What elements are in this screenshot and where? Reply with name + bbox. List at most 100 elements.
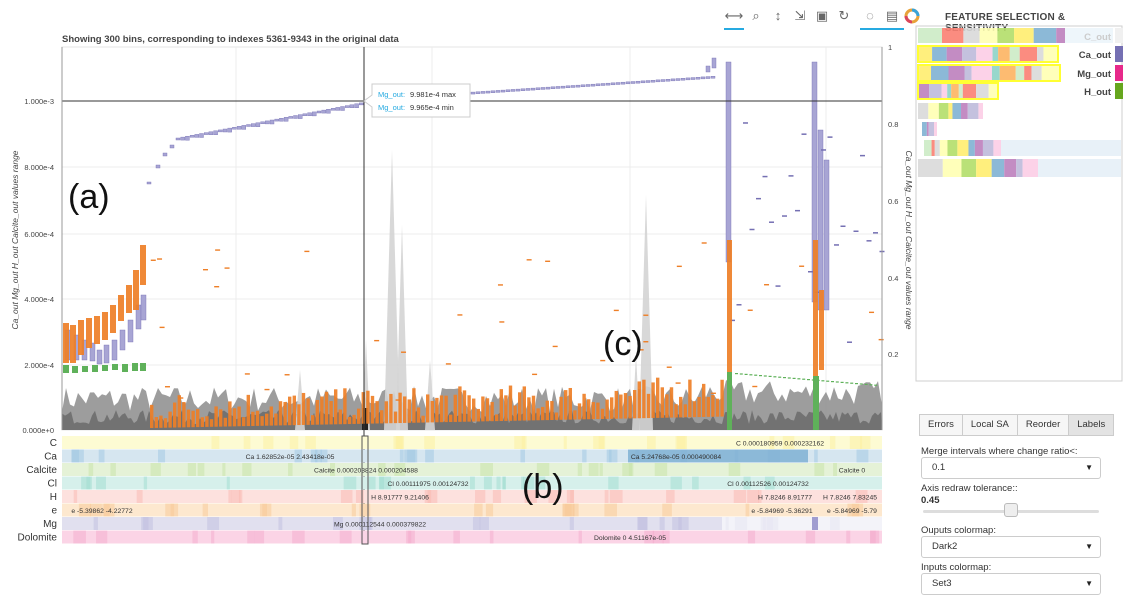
orange-range-bar [439, 395, 444, 423]
tab-errors[interactable]: Errors [919, 414, 963, 436]
treemap-cell [1043, 46, 1058, 62]
input-row-cell [78, 503, 91, 517]
input-row-cell [96, 476, 106, 490]
input-row-cell [231, 490, 241, 503]
selection-window[interactable] [361, 435, 369, 545]
orange-range-bar [674, 404, 678, 418]
purple-range-bar [288, 116, 293, 119]
treemap-cell [928, 122, 935, 136]
green-dash [797, 378, 801, 380]
input-row-cell [604, 503, 617, 517]
input-row-cell [98, 449, 105, 463]
purple-range-bar [515, 88, 521, 92]
purple-range-bar [203, 132, 209, 135]
treemap-cell [1014, 28, 1034, 43]
inputs-colormap-select[interactable]: Set3 ▼ [921, 573, 1101, 595]
input-row-cell [170, 503, 179, 517]
purple-range-bar [710, 76, 716, 79]
wheel-zoom-icon[interactable]: ↕ [774, 8, 782, 23]
purple-range-bar [555, 86, 561, 89]
input-row-cell [606, 449, 612, 463]
treemap-cell [947, 140, 958, 156]
input-row-cell [728, 463, 741, 476]
treemap-cell [918, 46, 933, 62]
treemap-cell [962, 83, 977, 99]
treemap-cell [938, 103, 949, 119]
input-row-cell [396, 436, 404, 449]
purple-range-bar [680, 78, 686, 81]
input-row-cell [228, 490, 232, 503]
output-color-swatch[interactable] [1115, 83, 1123, 99]
orange-range-bar [426, 394, 430, 423]
tap-icon[interactable]: ⇲ [794, 8, 806, 23]
purple-range-bar [705, 76, 711, 79]
treemap-cell [922, 122, 927, 136]
orange-dash [799, 265, 805, 267]
inputs-panel[interactable]: C Ca Calcite Cl He Mg Dolomite [18, 436, 882, 544]
orange-range-bar [564, 390, 568, 420]
purple-range-bar [185, 135, 190, 141]
purple-range-bar [283, 117, 289, 122]
hover-icon[interactable]: ◌ [866, 8, 874, 23]
sensitivity-treemap[interactable]: C_out Ca_out Mg_out H_out [915, 25, 1123, 385]
orange-dash [638, 349, 644, 351]
treemap-cell [1031, 65, 1042, 81]
purple-range-bar [321, 109, 326, 114]
input-row-cell [479, 517, 489, 530]
orange-range-bar [126, 285, 132, 313]
tab-local-sa[interactable]: Local SA [961, 414, 1018, 436]
input-row-cell [743, 476, 751, 490]
tab-labels[interactable]: Labels [1068, 414, 1115, 436]
crosshair-icon[interactable]: ▤ [885, 8, 899, 23]
box-zoom-icon[interactable]: ⌕ [752, 8, 760, 23]
merge-ratio-value: 0.1 [932, 462, 946, 473]
main-plot[interactable]: Showing 300 bins, corresponding to index… [0, 0, 915, 590]
input-row-cell [562, 503, 575, 517]
input-row-band [62, 530, 882, 544]
orange-range-bar [531, 395, 536, 421]
treemap-cell [1022, 159, 1038, 177]
input-row-cell [847, 503, 860, 517]
treemap-cell [948, 65, 965, 81]
green-dash [855, 383, 858, 385]
treemap-cell [952, 103, 962, 119]
axis-tolerance-slider-handle[interactable] [1004, 503, 1018, 517]
y-tick-label: 1.000e-3 [24, 97, 54, 106]
pan-icon[interactable]: ⟷ [724, 8, 744, 23]
reset-icon[interactable]: ↻ [838, 8, 850, 23]
purple-range-bar [208, 131, 214, 135]
treemap-cell [1004, 159, 1017, 177]
purple-range-bar [540, 87, 546, 90]
output-color-swatch[interactable] [1115, 28, 1123, 43]
output-color-swatch[interactable] [1115, 46, 1123, 62]
purple-range-bar [660, 79, 666, 82]
treemap-cell [978, 103, 983, 119]
purple-range-bar [326, 108, 331, 114]
input-row-cell [165, 503, 175, 517]
input-row-cell [502, 476, 506, 490]
tab-reorder[interactable]: Reorder [1016, 414, 1070, 436]
purple-range-bar [585, 84, 591, 87]
orange-range-bar [260, 416, 264, 426]
orange-range-bar [573, 410, 577, 420]
treemap-cell [976, 159, 992, 177]
save-icon[interactable]: ▣ [815, 8, 829, 23]
orange-range-bar [237, 406, 241, 427]
orange-range-bar [444, 395, 448, 423]
purple-range-bar [155, 164, 161, 169]
orange-range-bar [329, 401, 333, 425]
plot-area[interactable] [61, 46, 883, 431]
outputs-colormap-select[interactable]: Dark2 ▼ [921, 536, 1101, 558]
input-interval-label: Ca 5.24768e-05 0.000490084 [631, 454, 722, 461]
input-row-cell [593, 436, 606, 449]
output-color-swatch[interactable] [1115, 65, 1123, 81]
orange-range-bar [656, 377, 660, 418]
treemap-cell [1041, 65, 1060, 81]
y-axis: 1.000e-3 8.000e-4 6.000e-4 4.000e-4 2.00… [10, 47, 63, 435]
purple-range-bar [645, 80, 651, 83]
y2-tick-label: 0.2 [888, 350, 898, 359]
input-row-cell [548, 490, 558, 503]
orange-range-bar [727, 240, 732, 420]
merge-ratio-select[interactable]: 0.1 ▼ [921, 457, 1101, 479]
treemap-cell [1037, 46, 1044, 62]
